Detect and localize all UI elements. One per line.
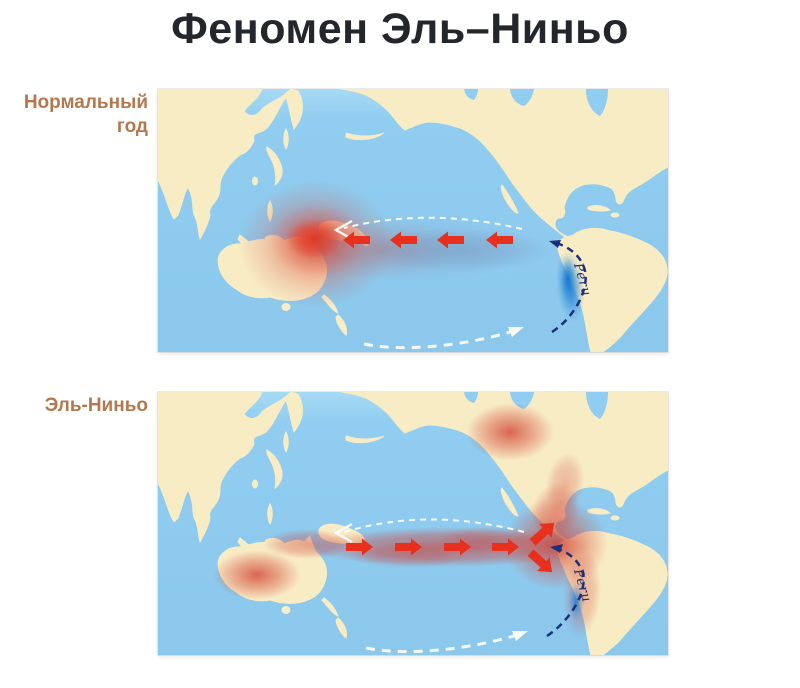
- navy-dashed-current-arrow: [546, 544, 585, 638]
- section-label-normal-year: Нормальный год: [23, 92, 148, 137]
- map-el-nino: Peru: [157, 391, 669, 656]
- white-dashed-arrow-surface: [365, 631, 528, 654]
- page-title: Феномен Эль–Ниньо: [171, 5, 629, 53]
- white-dashed-arrow-upper: [333, 518, 525, 544]
- white-open-arrowhead-icon: [333, 219, 353, 241]
- heat-blob-australia: [213, 550, 301, 600]
- heat-blob-north-america: [466, 403, 554, 461]
- white-filled-arrowhead-icon: [508, 327, 524, 337]
- navy-arrowhead-icon: [550, 544, 563, 553]
- white-dashed-arrow-surface: [363, 327, 524, 350]
- white-filled-arrowhead-icon: [512, 631, 528, 641]
- white-open-arrowhead-icon: [333, 522, 353, 544]
- section-label-el-nino: Эль-Ниньо: [44, 395, 148, 416]
- map-normal-year: Peru: [157, 88, 669, 353]
- warm-pool-west-pacific: [238, 180, 553, 308]
- weak-upwelling-remnant: [568, 582, 584, 622]
- navy-arrowhead-icon: [549, 240, 561, 248]
- navy-dashed-current-arrow: [549, 240, 587, 334]
- white-dashed-arrow-upper: [333, 216, 523, 241]
